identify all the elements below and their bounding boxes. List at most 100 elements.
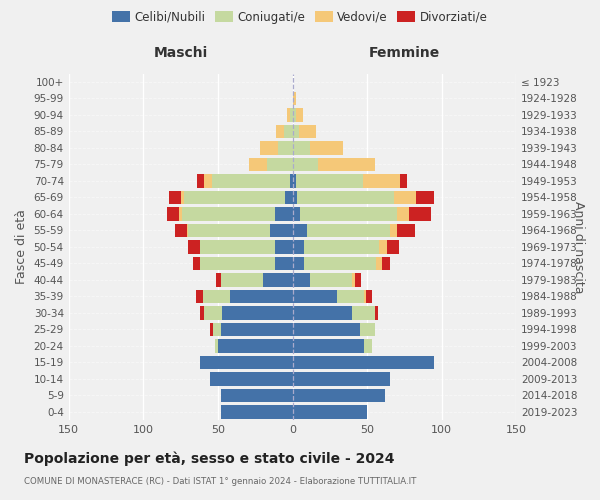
Bar xyxy=(310,141,343,154)
Bar xyxy=(318,158,374,171)
Y-axis label: Anni di nascita: Anni di nascita xyxy=(572,200,585,293)
Bar xyxy=(212,174,290,188)
Bar xyxy=(365,290,371,303)
Bar xyxy=(217,273,221,286)
Bar xyxy=(203,290,230,303)
Text: COMUNE DI MONASTERACE (RC) - Dati ISTAT 1° gennaio 2024 - Elaborazione TUTTITALI: COMUNE DI MONASTERACE (RC) - Dati ISTAT … xyxy=(24,477,416,486)
Bar xyxy=(293,306,352,320)
Bar xyxy=(293,158,318,171)
Bar xyxy=(181,190,184,204)
Bar xyxy=(296,174,363,188)
Bar xyxy=(214,322,221,336)
Bar xyxy=(205,306,223,320)
Bar xyxy=(360,322,374,336)
Bar xyxy=(290,174,293,188)
Bar xyxy=(196,290,203,303)
Bar xyxy=(352,306,374,320)
Legend: Celibi/Nubili, Coniugati/e, Vedovi/e, Divorziati/e: Celibi/Nubili, Coniugati/e, Vedovi/e, Di… xyxy=(107,6,493,28)
Bar xyxy=(200,256,275,270)
Bar xyxy=(304,256,376,270)
Bar xyxy=(364,339,371,352)
Bar xyxy=(187,224,188,237)
Bar xyxy=(182,207,275,220)
Bar xyxy=(293,339,364,352)
Bar xyxy=(275,256,293,270)
Bar xyxy=(188,240,200,254)
Bar xyxy=(293,388,385,402)
Bar xyxy=(297,190,394,204)
Bar xyxy=(293,92,296,105)
Bar xyxy=(310,273,352,286)
Bar xyxy=(296,108,303,122)
Bar xyxy=(379,240,386,254)
Bar xyxy=(223,306,293,320)
Bar xyxy=(215,339,218,352)
Bar xyxy=(293,190,297,204)
Text: Popolazione per età, sesso e stato civile - 2024: Popolazione per età, sesso e stato civil… xyxy=(24,451,395,466)
Bar xyxy=(230,290,293,303)
Bar xyxy=(193,256,200,270)
Bar xyxy=(249,158,267,171)
Bar xyxy=(188,224,270,237)
Bar xyxy=(352,273,355,286)
Bar xyxy=(300,207,397,220)
Bar xyxy=(293,372,389,386)
Text: Maschi: Maschi xyxy=(154,46,208,60)
Bar xyxy=(200,240,275,254)
Bar xyxy=(263,273,293,286)
Bar xyxy=(293,405,367,418)
Bar xyxy=(221,405,293,418)
Bar xyxy=(221,388,293,402)
Bar xyxy=(205,174,212,188)
Bar xyxy=(299,124,316,138)
Bar xyxy=(386,240,398,254)
Bar xyxy=(307,224,389,237)
Bar xyxy=(211,322,214,336)
Bar xyxy=(364,290,365,303)
Bar xyxy=(200,306,205,320)
Bar xyxy=(184,190,285,204)
Bar xyxy=(293,356,434,369)
Bar xyxy=(221,322,293,336)
Bar xyxy=(175,224,187,237)
Bar xyxy=(284,124,293,138)
Bar xyxy=(169,190,181,204)
Bar xyxy=(397,207,409,220)
Bar xyxy=(293,322,360,336)
Bar xyxy=(376,256,382,270)
Bar xyxy=(293,224,307,237)
Bar xyxy=(293,124,299,138)
Bar xyxy=(304,240,379,254)
Bar xyxy=(293,174,296,188)
Bar xyxy=(167,207,179,220)
Bar xyxy=(409,207,431,220)
Bar xyxy=(285,190,293,204)
Bar xyxy=(355,273,361,286)
Bar xyxy=(416,190,434,204)
Bar xyxy=(200,356,293,369)
Bar xyxy=(290,108,293,122)
Bar xyxy=(275,240,293,254)
Bar xyxy=(221,273,263,286)
Bar xyxy=(278,141,293,154)
Bar xyxy=(267,158,293,171)
Bar xyxy=(197,174,205,188)
Bar xyxy=(275,207,293,220)
Bar xyxy=(293,108,296,122)
Bar xyxy=(179,207,182,220)
Bar xyxy=(397,224,415,237)
Bar xyxy=(260,141,278,154)
Bar xyxy=(276,124,284,138)
Bar xyxy=(389,224,397,237)
Bar xyxy=(293,273,310,286)
Bar xyxy=(293,207,300,220)
Bar xyxy=(211,372,293,386)
Bar xyxy=(363,174,400,188)
Bar xyxy=(394,190,416,204)
Bar xyxy=(400,174,407,188)
Bar xyxy=(374,306,377,320)
Bar xyxy=(287,108,290,122)
Bar xyxy=(382,256,389,270)
Bar xyxy=(293,256,304,270)
Bar xyxy=(293,141,310,154)
